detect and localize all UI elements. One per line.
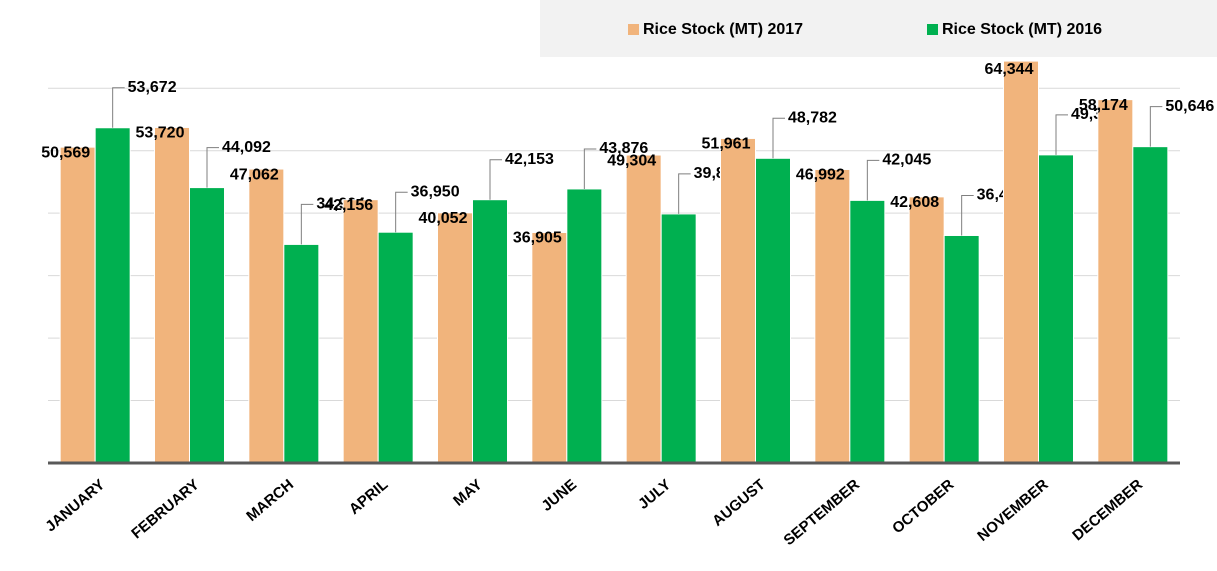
leader-line [772, 117, 785, 159]
bar [908, 196, 945, 464]
bar [1038, 154, 1074, 464]
legend-swatch [628, 24, 639, 35]
data-label: 50,646 [1165, 98, 1214, 115]
leader-line [866, 159, 880, 201]
x-tick-label: SEPTEMBER [781, 476, 864, 549]
bar [531, 231, 568, 464]
data-label: 44,092 [222, 139, 271, 156]
data-label: 49,304 [607, 152, 656, 169]
bar [625, 154, 662, 464]
legend-swatch [927, 24, 938, 35]
x-tick-label: FEBRUARY [128, 476, 202, 542]
bar [189, 187, 225, 464]
bar [437, 212, 473, 464]
data-label: 42,156 [324, 197, 373, 214]
bar [342, 199, 379, 464]
legend-label: Rice Stock (MT) 2016 [942, 21, 1102, 38]
x-tick-label: NOVEMBER [974, 476, 1051, 545]
bar [1132, 146, 1169, 464]
data-label: 36,905 [513, 230, 562, 247]
bar [283, 243, 320, 464]
bar [566, 188, 603, 464]
data-label: 43,876 [599, 140, 648, 157]
leader-line [678, 173, 691, 214]
x-tick-label: JANUARY [42, 476, 108, 535]
leader-line [489, 159, 502, 200]
bar [814, 168, 851, 464]
bar [94, 127, 131, 464]
bar [377, 231, 414, 464]
data-label: 46,992 [796, 167, 845, 184]
x-tick-label: AUGUST [709, 476, 768, 530]
leader-line [583, 148, 597, 189]
leader-line [112, 87, 125, 128]
bar [154, 126, 190, 464]
data-label: 42,045 [882, 152, 931, 169]
bar [59, 146, 96, 464]
legend-label: Rice Stock (MT) 2017 [643, 21, 803, 38]
data-label: 47,062 [230, 166, 279, 183]
data-label: 40,052 [419, 210, 468, 227]
bar [755, 157, 791, 464]
x-tick-label: APRIL [346, 476, 391, 518]
data-label: 42,608 [890, 194, 939, 211]
bar [720, 137, 756, 464]
leader-line [300, 203, 314, 245]
leader-line [206, 147, 219, 188]
leader-line [961, 194, 974, 236]
bar [1003, 60, 1039, 464]
data-label: 64,344 [985, 61, 1034, 78]
bar [248, 168, 285, 464]
data-label: 58,174 [1079, 97, 1128, 114]
data-label: 53,672 [128, 79, 177, 96]
legend-box [540, 0, 1217, 57]
bar [849, 199, 886, 464]
leader-line [1055, 114, 1068, 155]
x-tick-label: OCTOBER [889, 476, 957, 537]
x-tick-label: MAY [450, 476, 485, 510]
data-label: 48,782 [788, 110, 837, 127]
bar [472, 199, 508, 464]
data-label: 50,569 [41, 144, 90, 161]
data-label: 51,961 [702, 136, 751, 153]
data-label: 36,950 [411, 183, 460, 200]
data-label: 53,720 [136, 125, 185, 142]
bar [1097, 99, 1134, 464]
data-label: 42,153 [505, 151, 554, 168]
x-tick-label: DECEMBER [1069, 476, 1146, 544]
bar [943, 234, 980, 464]
x-tick-label: JULY [635, 476, 674, 513]
x-tick-label: JUNE [538, 476, 580, 515]
x-tick-label: MARCH [243, 476, 297, 525]
leader-line [1149, 106, 1163, 147]
leader-line [395, 191, 408, 233]
bar [660, 213, 697, 464]
